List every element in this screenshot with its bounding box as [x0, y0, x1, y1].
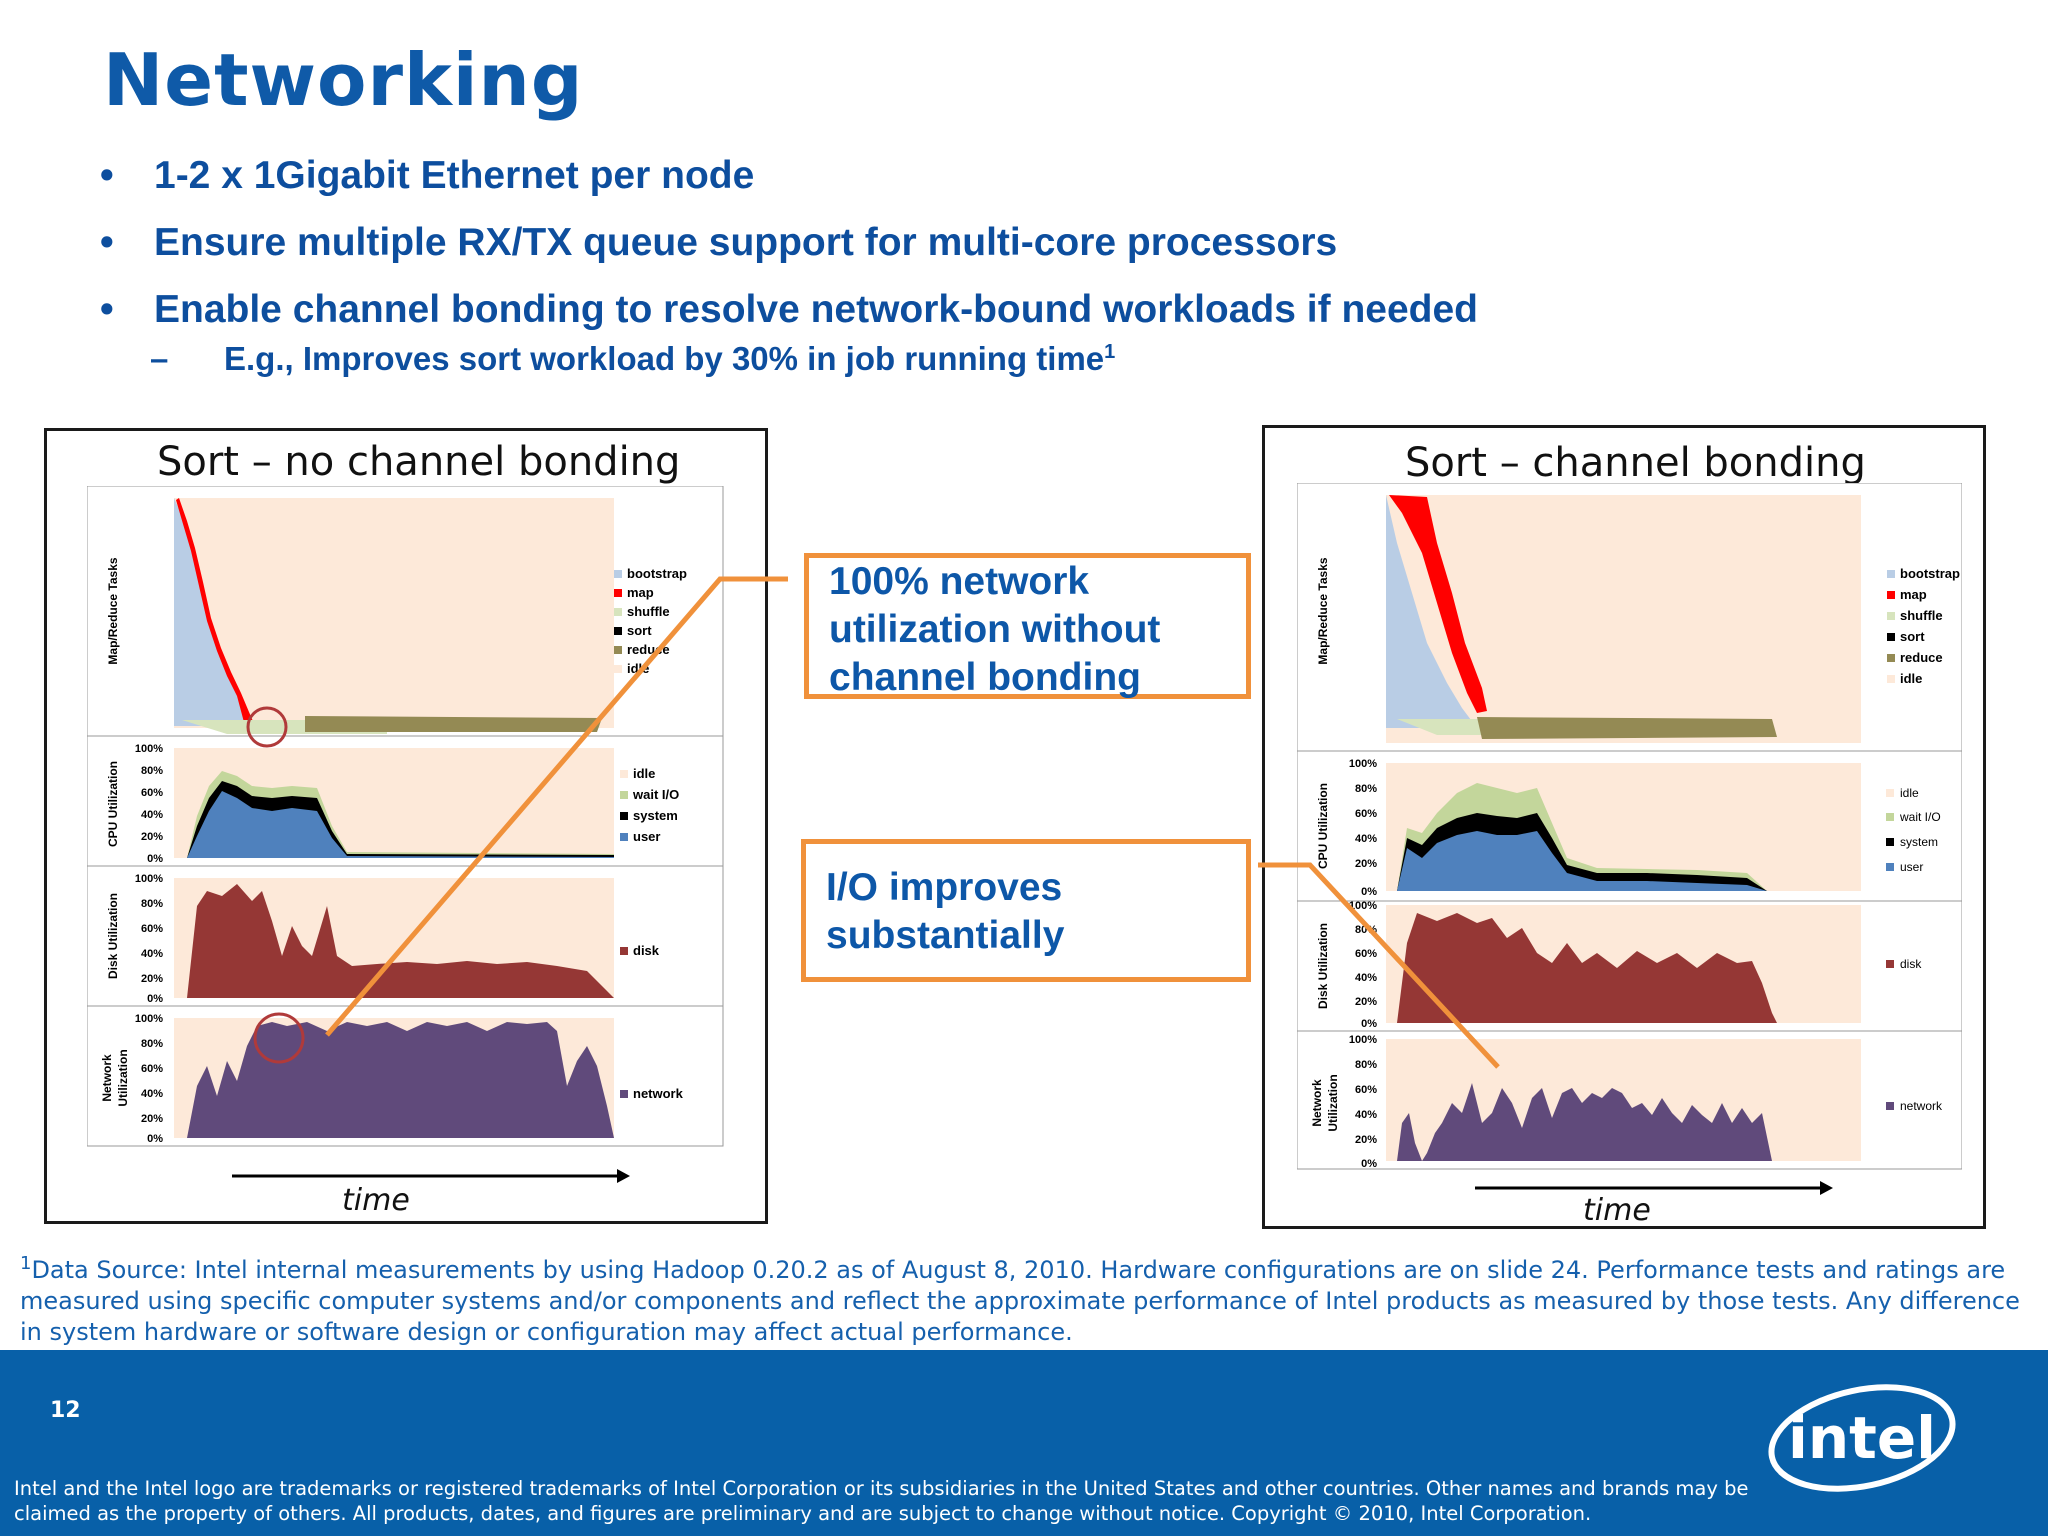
svg-text:0%: 0%	[147, 1133, 163, 1145]
svg-text:80%: 80%	[1355, 783, 1377, 795]
svg-text:80%: 80%	[141, 765, 163, 777]
svg-text:20%: 20%	[1355, 858, 1377, 870]
svg-text:disk: disk	[633, 943, 660, 958]
legend-map: map	[627, 585, 654, 600]
svg-text:100%: 100%	[1349, 1034, 1377, 1046]
svg-text:80%: 80%	[141, 898, 163, 910]
svg-text:Utilization: Utilization	[1326, 1074, 1340, 1131]
svg-text:100%: 100%	[135, 743, 163, 755]
sub-bullet: – E.g., Improves sort workload by 30% in …	[150, 340, 1116, 377]
svg-text:0%: 0%	[1361, 1018, 1377, 1030]
svg-text:Network: Network	[100, 1054, 114, 1102]
intel-logo: intel	[1768, 1384, 1956, 1492]
svg-text:network: network	[633, 1086, 684, 1101]
svg-text:60%: 60%	[141, 787, 163, 799]
label-cpu: CPU Utilization	[106, 761, 120, 847]
bullet-3-text: Enable channel bonding to resolve networ…	[154, 288, 1478, 331]
callout-io: I/O improves substantially	[801, 839, 1251, 982]
svg-text:system: system	[1900, 835, 1938, 849]
legend-shuffle: shuffle	[627, 604, 670, 619]
svg-text:user: user	[633, 829, 660, 844]
svg-text:user: user	[1900, 860, 1923, 874]
page-number: 12	[50, 1398, 81, 1423]
time-arrow-right	[1475, 1181, 1833, 1195]
bullet-3: • Enable channel bonding to resolve netwo…	[100, 288, 1478, 331]
svg-text:wait I/O: wait I/O	[632, 787, 679, 802]
svg-text:Disk Utilization: Disk Utilization	[1316, 923, 1330, 1009]
svg-text:80%: 80%	[141, 1038, 163, 1050]
svg-text:60%: 60%	[141, 1063, 163, 1075]
chart-bonding: Sort – channel bonding Map/Reduce Tasks …	[1262, 425, 1986, 1229]
bullet-1-text: 1-2 x 1Gigabit Ethernet per node	[154, 154, 755, 197]
chart-no-bonding: Sort – no channel bonding Map/Reduce Tas…	[44, 428, 768, 1224]
svg-text:60%: 60%	[1355, 1084, 1377, 1096]
tasks-idle-area	[174, 498, 614, 728]
svg-text:0%: 0%	[1361, 886, 1377, 898]
svg-text:map: map	[1900, 587, 1927, 602]
legend-sort: sort	[627, 623, 652, 638]
label-disk: Disk Utilization	[106, 893, 120, 979]
chart-left-svg: Map/Reduce Tasks bootstrap map shuffle s…	[87, 486, 724, 1147]
callout-network: 100% network utilization without channel…	[804, 553, 1251, 699]
svg-text:intel: intel	[1788, 1404, 1936, 1472]
svg-text:40%: 40%	[141, 809, 163, 821]
svg-text:system: system	[633, 808, 678, 823]
svg-text:40%: 40%	[1355, 833, 1377, 845]
legend-bootstrap: bootstrap	[627, 566, 687, 581]
svg-text:60%: 60%	[1355, 808, 1377, 820]
svg-text:20%: 20%	[1355, 996, 1377, 1008]
svg-text:network: network	[1900, 1099, 1943, 1113]
tasks-map-area	[176, 498, 255, 726]
svg-text:40%: 40%	[1355, 972, 1377, 984]
time-arrow-left	[232, 1169, 630, 1183]
bullet-1: • 1-2 x 1Gigabit Ethernet per node	[100, 154, 755, 197]
svg-text:Utilization: Utilization	[116, 1049, 130, 1106]
svg-text:60%: 60%	[1355, 948, 1377, 960]
highlight-circle-1	[246, 706, 288, 748]
svg-text:20%: 20%	[1355, 1134, 1377, 1146]
tasks-reduce-area	[305, 716, 602, 732]
svg-text:100%: 100%	[135, 873, 163, 885]
svg-text:sort: sort	[1900, 629, 1925, 644]
time-label-right: time	[1583, 1193, 1651, 1228]
svg-text:shuffle: shuffle	[1900, 608, 1943, 623]
svg-text:20%: 20%	[141, 1113, 163, 1125]
svg-text:100%: 100%	[1349, 758, 1377, 770]
svg-text:idle: idle	[1900, 786, 1919, 800]
svg-text:20%: 20%	[141, 831, 163, 843]
highlight-circle-2	[253, 1012, 305, 1064]
svg-text:40%: 40%	[141, 1088, 163, 1100]
page-title: Networking	[103, 38, 584, 122]
svg-text:0%: 0%	[147, 853, 163, 865]
svg-text:disk: disk	[1900, 957, 1922, 971]
svg-text:100%: 100%	[1349, 900, 1377, 912]
svg-text:CPU Utilization: CPU Utilization	[1316, 783, 1330, 869]
label-tasks: Map/Reduce Tasks	[106, 557, 120, 664]
svg-text:100%: 100%	[135, 1013, 163, 1025]
svg-text:20%: 20%	[141, 973, 163, 985]
bullet-2-text: Ensure multiple RX/TX queue support for …	[154, 221, 1338, 264]
svg-text:idle: idle	[1900, 671, 1922, 686]
svg-text:Network: Network	[1310, 1079, 1324, 1127]
svg-text:Map/Reduce Tasks: Map/Reduce Tasks	[1316, 557, 1330, 664]
svg-text:60%: 60%	[141, 923, 163, 935]
chart-right-svg: Map/Reduce Tasks bootstrap map shuffle s…	[1297, 483, 1962, 1170]
svg-text:0%: 0%	[147, 993, 163, 1005]
svg-text:80%: 80%	[1355, 1059, 1377, 1071]
chart-right-title: Sort – channel bonding	[1405, 440, 1866, 486]
svg-text:40%: 40%	[141, 948, 163, 960]
svg-text:reduce: reduce	[1900, 650, 1943, 665]
time-label-left: time	[342, 1183, 410, 1218]
svg-text:0%: 0%	[1361, 1158, 1377, 1170]
svg-text:wait I/O: wait I/O	[1899, 810, 1941, 824]
svg-text:40%: 40%	[1355, 1109, 1377, 1121]
svg-text:idle: idle	[633, 766, 655, 781]
footer-bar	[0, 1350, 2048, 1536]
chart-left-title: Sort – no channel bonding	[157, 439, 681, 485]
bullet-2: • Ensure multiple RX/TX queue support for…	[100, 221, 1338, 264]
legal-text: Intel and the Intel logo are trademarks …	[14, 1477, 1749, 1525]
footnote: 1Data Source: Intel internal measurement…	[20, 1253, 2020, 1346]
svg-text:bootstrap: bootstrap	[1900, 566, 1960, 581]
